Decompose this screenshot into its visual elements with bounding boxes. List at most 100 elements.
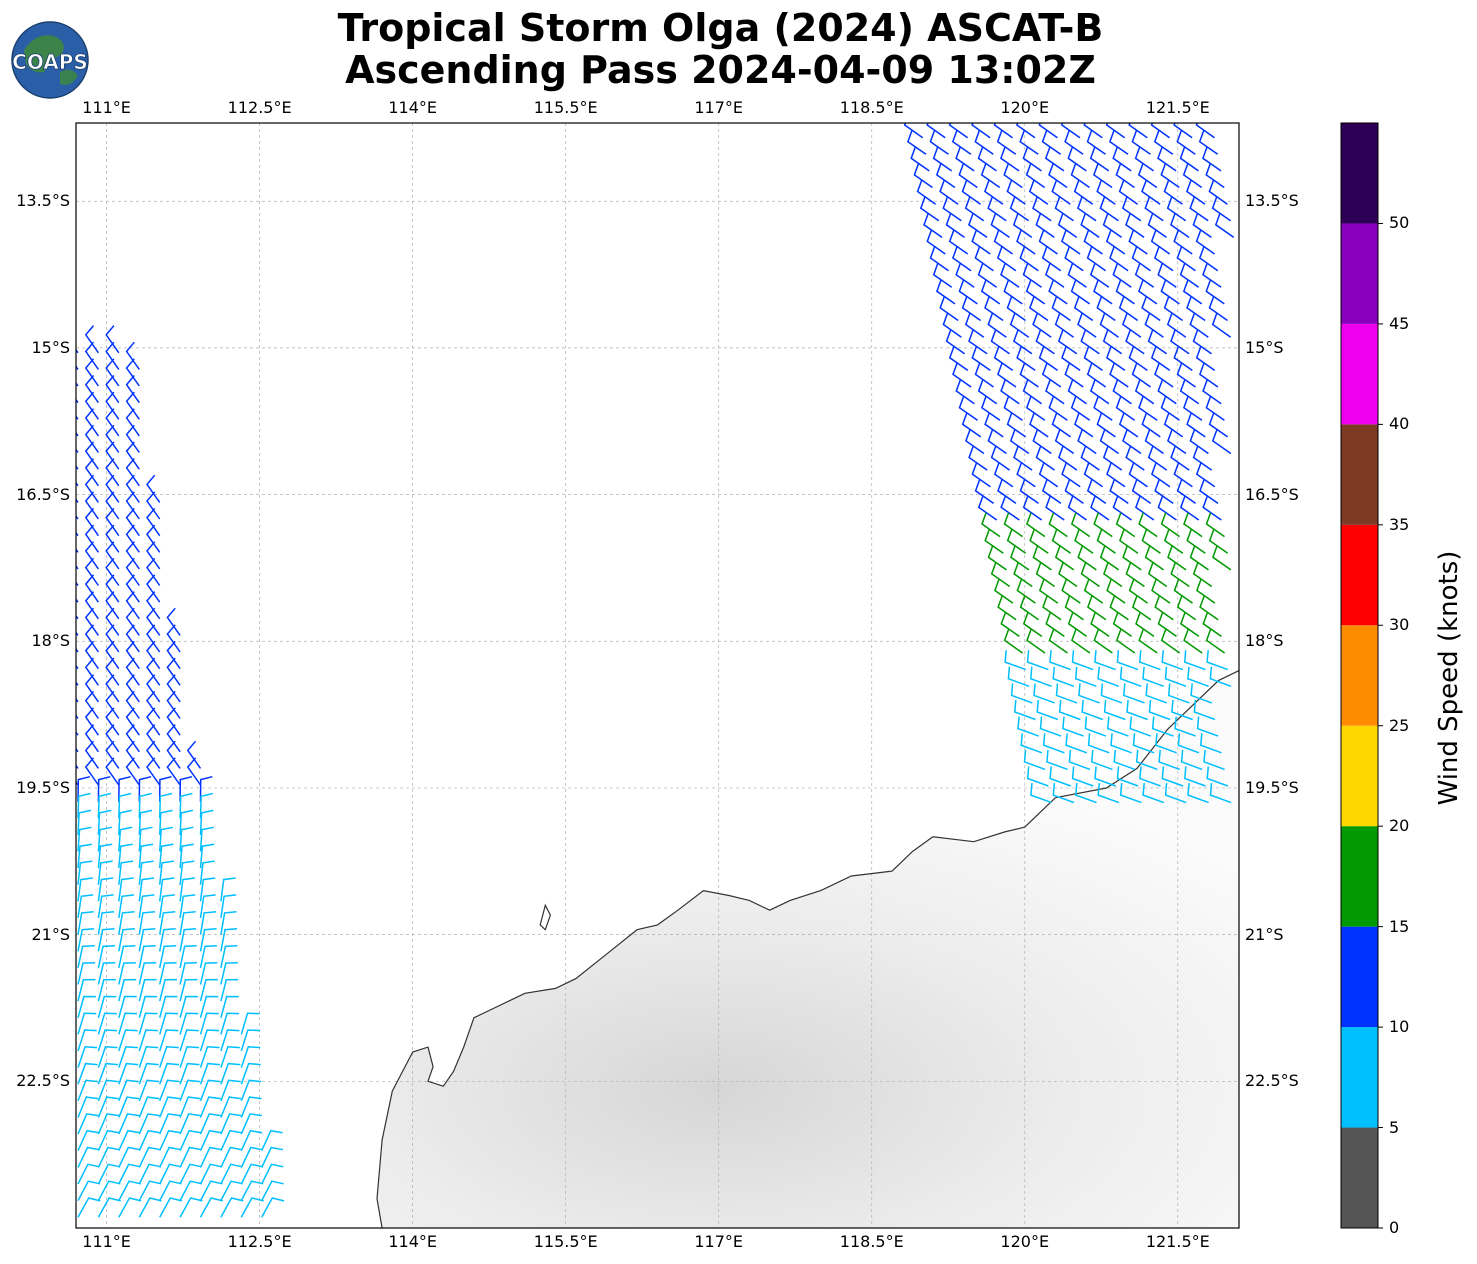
wind-barb (179, 995, 198, 1018)
wind-barb (97, 1062, 118, 1085)
wind-barb (1003, 512, 1023, 538)
wind-barb (1061, 462, 1081, 488)
wind-barb (1112, 379, 1132, 405)
wind-barb (1128, 462, 1148, 488)
wind-barb (166, 640, 181, 670)
colorbar-tick-label: 35 (1389, 514, 1410, 534)
wind-barb (77, 911, 94, 935)
wind-barb (179, 911, 196, 935)
wind-barb (951, 130, 972, 155)
wind-barb (199, 1029, 220, 1052)
graticule (76, 123, 1239, 1228)
wind-barb (932, 263, 953, 288)
wind-barb (1170, 562, 1190, 588)
wind-barb (1134, 495, 1155, 521)
wind-barb (1128, 229, 1148, 255)
wind-barb (1160, 396, 1180, 421)
wind-barb (97, 1163, 121, 1185)
wind-barb (84, 591, 100, 620)
wind-barb (199, 894, 216, 919)
wind-barb (1016, 578, 1036, 604)
wind-barb (1119, 783, 1142, 804)
wind-barb (945, 329, 966, 355)
wind-barb (1016, 462, 1036, 488)
wind-barb (199, 1129, 222, 1152)
wind-barb (1176, 246, 1196, 272)
wind-barb (1211, 196, 1232, 222)
wind-barb (1028, 296, 1049, 322)
lon-tick-label-bottom: 121.5°E (1145, 1232, 1210, 1251)
wind-barb (125, 657, 140, 686)
lat-tick-label-right: 21°S (1245, 924, 1284, 944)
wind-barb (1199, 595, 1219, 621)
wind-barb (199, 1146, 222, 1168)
wind-barb (97, 894, 114, 919)
wind-barb (1214, 213, 1235, 239)
wind-barb (1209, 783, 1232, 804)
wind-barb (1096, 529, 1116, 554)
wind-barb (1187, 783, 1209, 804)
wind-barb (138, 1146, 161, 1168)
wind-barb (977, 495, 998, 521)
wind-barb (961, 180, 981, 205)
wind-barb (1129, 716, 1152, 737)
wind-barb (1167, 683, 1190, 704)
colorbar-tick-label: 15 (1389, 916, 1410, 936)
wind-barb (958, 279, 978, 305)
lon-tick-label-bottom: 115.5°E (533, 1232, 598, 1251)
wind-barb (1086, 362, 1107, 388)
wind-barb (1205, 512, 1225, 538)
wind-barb (146, 657, 161, 686)
wind-barb (105, 541, 120, 570)
wind-barb (1193, 699, 1216, 721)
wind-barb (1112, 263, 1132, 288)
wind-barb (1150, 346, 1171, 372)
colorbar-segment (1341, 524, 1378, 626)
wind-barb (105, 557, 120, 586)
wind-barb (1141, 296, 1161, 322)
wind-barb (1157, 146, 1177, 172)
wind-barb (166, 624, 181, 653)
wind-barb (138, 1012, 158, 1035)
wind-barb (105, 524, 120, 553)
colorbar-frame (1340, 122, 1379, 1229)
wind-barb (974, 130, 994, 155)
wind-barb (1135, 749, 1158, 771)
wind-barb (1035, 446, 1055, 471)
wind-barb (105, 640, 120, 670)
wind-barb (1211, 429, 1232, 455)
colorbar-segment (1341, 123, 1378, 224)
wind-barb (146, 591, 161, 620)
wind-barb (138, 826, 153, 852)
wind-barb (1055, 683, 1078, 704)
wind-barb (1109, 246, 1129, 272)
wind-barb (1118, 412, 1139, 438)
wind-barb (1025, 279, 1046, 305)
wind-barb (1006, 180, 1026, 205)
wind-barb (84, 557, 100, 586)
wind-barb (1144, 196, 1164, 222)
wind-barb (1139, 766, 1161, 787)
wind-barb (97, 775, 111, 802)
wind-barb (220, 961, 238, 985)
wind-barb (1015, 123, 1036, 139)
wind-barb (1145, 683, 1168, 704)
wind-barb (146, 557, 161, 586)
wind-barb (1061, 346, 1081, 372)
wind-barb (118, 826, 133, 852)
wind-barb (220, 1197, 244, 1218)
wind-barb (1067, 379, 1087, 405)
wind-barb (261, 1146, 284, 1168)
wind-barb (1208, 180, 1228, 205)
wind-barb (1100, 683, 1123, 704)
wind-barb (77, 826, 92, 852)
wind-barb (118, 843, 133, 869)
wind-barb (1003, 279, 1023, 305)
wind-barb (105, 574, 120, 603)
wind-barb (1060, 229, 1081, 255)
wind-barb (974, 362, 994, 388)
wind-barb (942, 313, 962, 338)
wind-barb (1109, 595, 1129, 621)
wind-barb (945, 213, 965, 239)
wind-barb (158, 911, 176, 935)
